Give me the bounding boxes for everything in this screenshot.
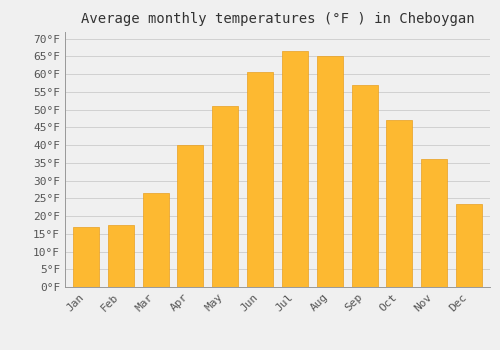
Bar	[108, 225, 134, 287]
Bar	[282, 51, 308, 287]
Bar	[456, 204, 482, 287]
Bar	[212, 106, 238, 287]
Bar	[73, 227, 99, 287]
Bar	[247, 72, 273, 287]
Bar	[142, 193, 169, 287]
Bar	[316, 56, 343, 287]
Bar	[421, 159, 448, 287]
Title: Average monthly temperatures (°F ) in Cheboygan: Average monthly temperatures (°F ) in Ch…	[80, 12, 474, 26]
Bar	[352, 85, 378, 287]
Bar	[178, 145, 204, 287]
Bar	[386, 120, 412, 287]
